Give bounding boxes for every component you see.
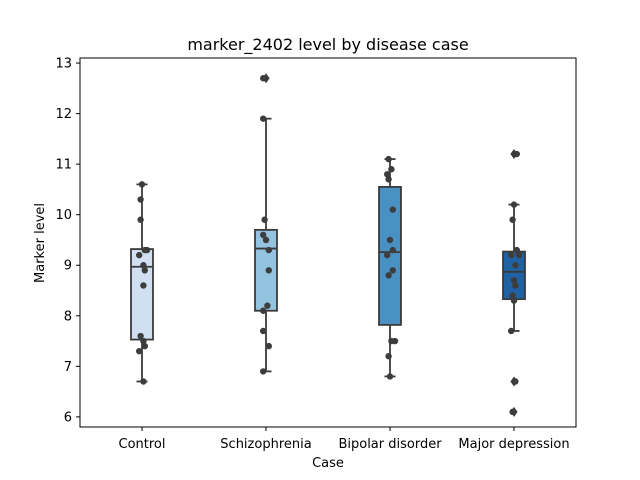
data-point: [260, 75, 267, 82]
data-point: [389, 206, 396, 213]
data-point: [512, 262, 519, 269]
data-point: [265, 267, 272, 274]
x-tick-label: Major depression: [458, 437, 569, 452]
data-point: [391, 337, 399, 345]
plot-area: 6 7 8 9 10 11 12 13 Control Schizophrenia Bipolar …: [55, 57, 577, 452]
data-point: [386, 236, 394, 244]
data-point: [264, 302, 271, 309]
data-point: [260, 327, 267, 335]
y-tick-label: 13: [55, 57, 72, 72]
data-point: [143, 246, 151, 254]
data-point: [136, 347, 143, 355]
data-point: [136, 251, 143, 259]
data-point: [265, 342, 272, 350]
y-tick-label: 6: [64, 410, 72, 425]
y-tick-label: 7: [64, 360, 72, 375]
data-point: [260, 231, 267, 239]
x-tick-label: Bipolar disorder: [338, 437, 442, 452]
data-point: [137, 196, 144, 203]
data-point: [137, 332, 144, 340]
box-iqr: [502, 250, 526, 301]
data-point: [260, 307, 267, 314]
data-point: [262, 236, 270, 244]
data-point: [510, 277, 518, 284]
x-tick-label: Control: [119, 437, 166, 452]
data-point: [140, 378, 147, 385]
axes-frame: [79, 57, 577, 428]
data-point: [384, 171, 391, 178]
data-point: [265, 246, 272, 254]
data-point: [509, 292, 516, 299]
data-point: [389, 267, 396, 274]
data-point: [385, 155, 392, 163]
data-point: [388, 166, 395, 173]
y-tick-label: 10: [55, 208, 72, 223]
data-point: [386, 373, 394, 380]
y-tick-label: 9: [64, 259, 72, 274]
data-point: [385, 176, 392, 183]
data-point: [140, 282, 147, 289]
data-point: [508, 327, 515, 335]
data-point: [508, 251, 515, 259]
data-point: [140, 337, 147, 345]
data-point: [513, 246, 520, 254]
data-point: [510, 201, 518, 208]
data-point: [385, 272, 392, 279]
data-point: [512, 282, 519, 289]
x-tick-label: Schizophrenia: [220, 437, 311, 452]
data-point: [509, 216, 516, 223]
data-point: [137, 216, 144, 223]
data-point: [141, 267, 148, 274]
x-axis-label: Case: [312, 456, 344, 471]
data-point: [509, 408, 516, 416]
data-point: [141, 342, 148, 350]
data-point: [512, 378, 519, 385]
data-point: [389, 246, 396, 254]
data-point: [384, 251, 391, 259]
data-point: [510, 297, 518, 304]
data-point: [261, 216, 268, 223]
data-point: [260, 115, 267, 122]
y-tick-label: 11: [55, 158, 72, 173]
data-point: [515, 251, 523, 259]
chart-title: marker_2402 level by disease case: [187, 35, 468, 55]
y-tick-label: 8: [64, 309, 72, 324]
data-point: [140, 262, 147, 269]
data-point: [385, 353, 392, 360]
y-axis-label: Marker level: [33, 203, 48, 283]
y-tick-label: 12: [55, 107, 72, 122]
data-point: [138, 181, 146, 188]
data-point: [513, 150, 520, 158]
data-point: [260, 368, 267, 375]
